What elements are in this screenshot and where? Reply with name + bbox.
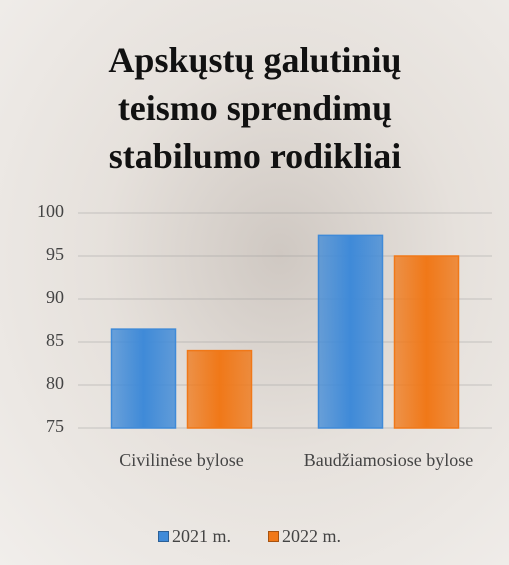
- bar: [112, 329, 176, 428]
- chart: Apskųstų galutinių teismo sprendimų stab…: [0, 0, 509, 565]
- legend-label: 2022 m.: [282, 526, 341, 547]
- y-tick-label: 80: [46, 373, 64, 393]
- bar: [188, 351, 252, 428]
- legend-label: 2021 m.: [172, 526, 231, 547]
- plot: 75 80 85 90 95 100: [0, 0, 509, 565]
- legend-swatch: [158, 531, 169, 542]
- x-tick-label: Baudžiamosiose bylose: [304, 445, 474, 475]
- y-tick-label: 85: [46, 330, 64, 350]
- bar: [395, 256, 459, 428]
- y-tick-label: 100: [37, 201, 64, 221]
- y-tick-label: 90: [46, 287, 64, 307]
- legend-item: 2022 m.: [268, 526, 341, 547]
- legend-swatch: [268, 531, 279, 542]
- y-tick-label: 75: [46, 416, 64, 436]
- x-tick-label: Civilinėse bylose: [97, 445, 267, 475]
- bar: [319, 235, 383, 428]
- y-tick-label: 95: [46, 244, 64, 264]
- legend-item: 2021 m.: [158, 526, 231, 547]
